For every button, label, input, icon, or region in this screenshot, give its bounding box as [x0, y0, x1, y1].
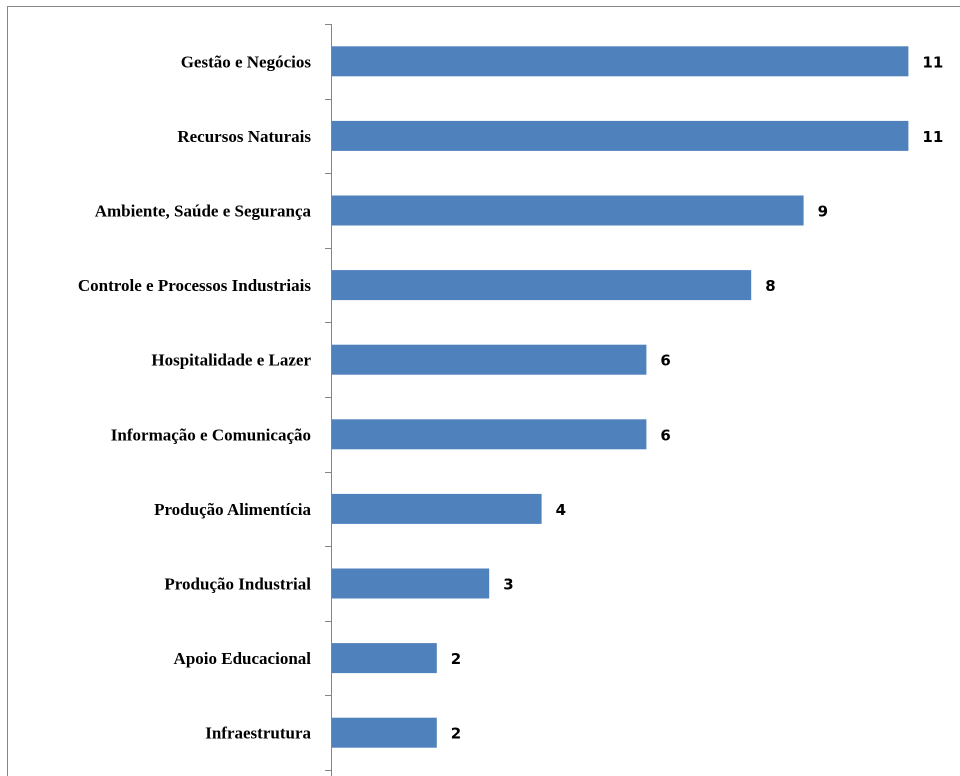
value-label: 11: [922, 128, 943, 146]
bar: [332, 568, 490, 599]
value-label: 6: [660, 352, 670, 370]
category-label: Hospitalidade e Lazer: [151, 351, 311, 370]
category-label: Apoio Educacional: [174, 649, 312, 668]
category-label: Controle e Processos Industriais: [78, 276, 312, 295]
bar: [332, 643, 437, 674]
value-label: 4: [556, 501, 566, 519]
category-axis: [325, 24, 332, 776]
bar: [332, 717, 437, 748]
bar: [332, 195, 804, 226]
category-labels: Gestão e Negócios Recursos Naturais Ambien…: [78, 52, 312, 742]
value-labels: 11 11 9 8 6 6 4 3 2 2: [451, 53, 943, 742]
bar: [332, 46, 909, 77]
bar: [332, 419, 647, 450]
category-label: Infraestrutura: [205, 724, 311, 743]
bar: [332, 493, 542, 524]
category-label: Recursos Naturais: [177, 127, 311, 146]
value-label: 3: [503, 576, 513, 594]
category-label: Produção Industrial: [164, 575, 311, 594]
value-label: 6: [660, 426, 670, 444]
value-label: 9: [818, 203, 828, 221]
category-label: Gestão e Negócios: [181, 52, 312, 71]
category-label: Informação e Comunicação: [111, 425, 311, 444]
value-label: 11: [922, 53, 943, 71]
value-label: 2: [451, 650, 461, 668]
value-label: 8: [765, 277, 775, 295]
category-label: Produção Alimentícia: [154, 500, 311, 519]
category-label: Ambiente, Saúde e Segurança: [95, 202, 312, 221]
bar: [332, 120, 909, 151]
bar: [332, 344, 647, 375]
value-label: 2: [451, 725, 461, 743]
bar: [332, 270, 752, 301]
bars: [332, 46, 909, 748]
